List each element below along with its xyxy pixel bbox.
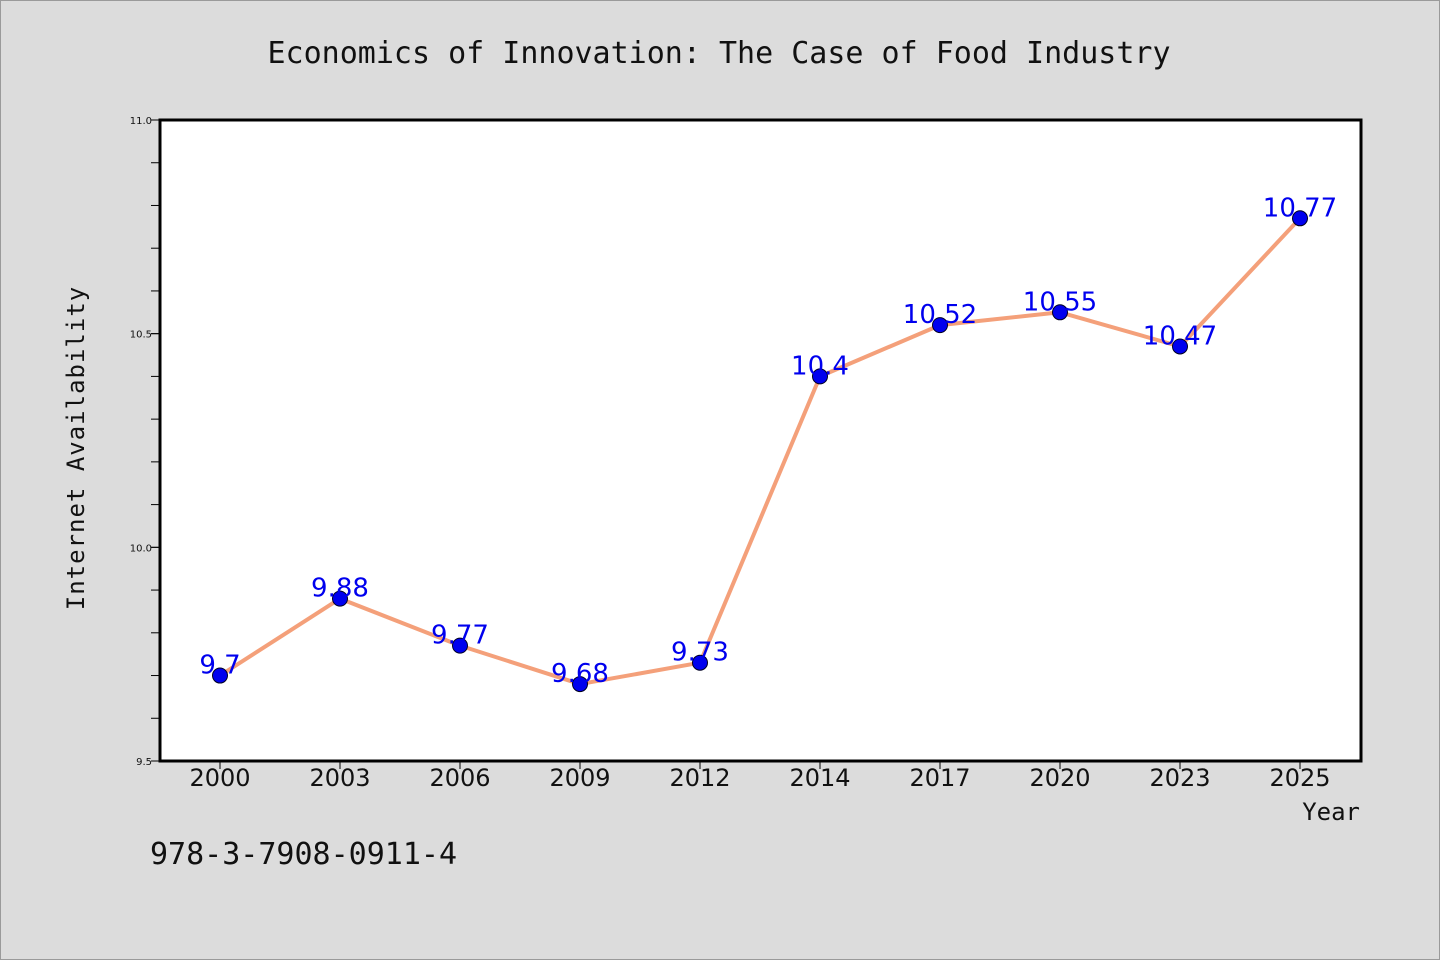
x-tick-label: 2025: [1269, 764, 1330, 792]
data-point: [572, 676, 588, 693]
x-tick-label: 2012: [669, 764, 730, 792]
data-label: 10.47: [1143, 321, 1217, 351]
data-label: 9.68: [551, 659, 609, 689]
data-label: 10.55: [1023, 287, 1097, 317]
isbn-footer: 978-3-7908-0911-4: [150, 837, 457, 872]
data-label: 9.7: [199, 651, 240, 681]
series-markers: [212, 210, 1308, 693]
data-point: [332, 590, 348, 607]
data-label: 9.77: [431, 621, 489, 651]
data-label: 10.77: [1263, 193, 1337, 223]
x-tick-label: 2017: [909, 764, 970, 792]
data-point: [212, 667, 228, 684]
data-label: 10.52: [903, 300, 977, 330]
x-tick-label: 2009: [549, 764, 610, 792]
x-tick-label: 2003: [309, 764, 370, 792]
x-tick-label: 2000: [189, 764, 250, 792]
data-point: [1292, 210, 1308, 227]
data-point: [692, 654, 708, 671]
y-tick-label: 10.0: [130, 543, 152, 554]
data-point: [1052, 304, 1068, 321]
y-tick-label: 11.0: [130, 116, 152, 127]
data-label: 10.4: [791, 351, 849, 381]
x-tick-label: 2014: [789, 764, 850, 792]
y-axis-label: Internet Availability: [62, 286, 90, 610]
plot-area: [158, 118, 1363, 763]
data-point: [452, 637, 468, 654]
x-tick-label: 2020: [1029, 764, 1090, 792]
data-labels: 9.7 9.88 9.77 9.68 9.73 10.4 10.52 10.55 10.47 10…: [199, 193, 1337, 689]
x-tick-label: 2023: [1149, 764, 1210, 792]
data-point: [932, 317, 948, 334]
x-tick-label: 2006: [429, 764, 490, 792]
y-axis-ticks: 9.5 10.0 10.5 11.0: [130, 116, 160, 768]
y-tick-label: 10.5: [130, 330, 152, 341]
y-tick-label: 9.5: [136, 757, 152, 768]
x-axis-label: Year: [1302, 798, 1360, 826]
data-point: [1172, 338, 1188, 355]
data-point: [812, 368, 828, 385]
series-line: [218, 216, 1302, 687]
chart-title: Economics of Innovation: The Case of Foo…: [267, 36, 1170, 71]
data-label: 9.88: [311, 574, 369, 604]
data-label: 9.73: [671, 638, 729, 668]
x-axis-ticks: 2000 2003 2006 2009 2012 2014 2017 2020 2023 2025: [189, 761, 1331, 792]
